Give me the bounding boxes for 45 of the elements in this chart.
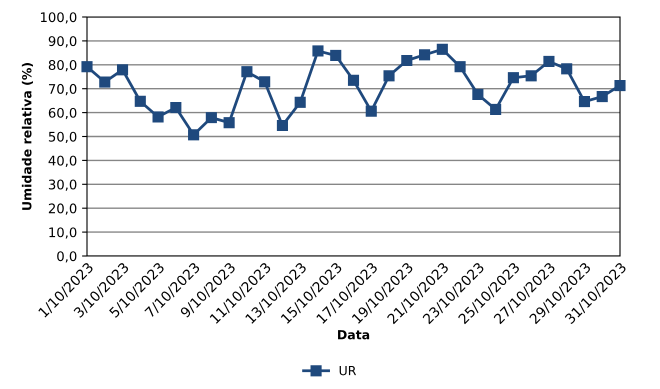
- point: [81, 61, 93, 72]
- point: [436, 44, 448, 55]
- point: [276, 120, 288, 132]
- y-tick-label: 50,0: [48, 132, 76, 144]
- point: [614, 80, 626, 92]
- point: [206, 112, 217, 124]
- x-axis-title: Data: [338, 330, 370, 340]
- point: [401, 54, 412, 66]
- point: [259, 76, 270, 88]
- point: [134, 96, 146, 107]
- y-axis-title: Umidade relativa (%): [22, 63, 33, 210]
- y-tick-label: 80,0: [48, 60, 76, 72]
- point: [294, 96, 306, 108]
- point: [330, 50, 342, 62]
- point: [596, 91, 608, 102]
- point: [152, 111, 164, 122]
- point: [116, 64, 128, 76]
- point: [578, 96, 590, 108]
- y-tick-label: 60,0: [48, 108, 76, 120]
- point: [526, 70, 537, 82]
- point: [348, 74, 360, 86]
- legend-label: UR: [340, 366, 356, 376]
- point: [543, 56, 554, 68]
- point: [188, 129, 200, 140]
- point: [170, 102, 182, 114]
- y-tick-label: 100,0: [40, 12, 76, 24]
- point: [490, 104, 502, 116]
- y-tick-label: 10,0: [49, 227, 76, 239]
- y-tick-label: 0,0: [57, 251, 76, 263]
- point: [454, 61, 466, 72]
- y-tick-label: 30,0: [48, 180, 76, 191]
- y-tick-label: 40,0: [48, 156, 76, 167]
- point: [224, 117, 235, 128]
- y-tick-label: 20,0: [48, 203, 76, 215]
- point: [366, 106, 377, 117]
- point: [472, 88, 484, 100]
- y-tick-label: 70,0: [48, 84, 76, 96]
- point: [419, 49, 430, 60]
- point: [383, 70, 395, 82]
- point: [508, 72, 519, 84]
- y-tick-label: 90,0: [48, 36, 76, 48]
- point: [241, 66, 252, 78]
- point: [561, 63, 572, 74]
- point: [312, 45, 324, 56]
- point: [99, 76, 110, 88]
